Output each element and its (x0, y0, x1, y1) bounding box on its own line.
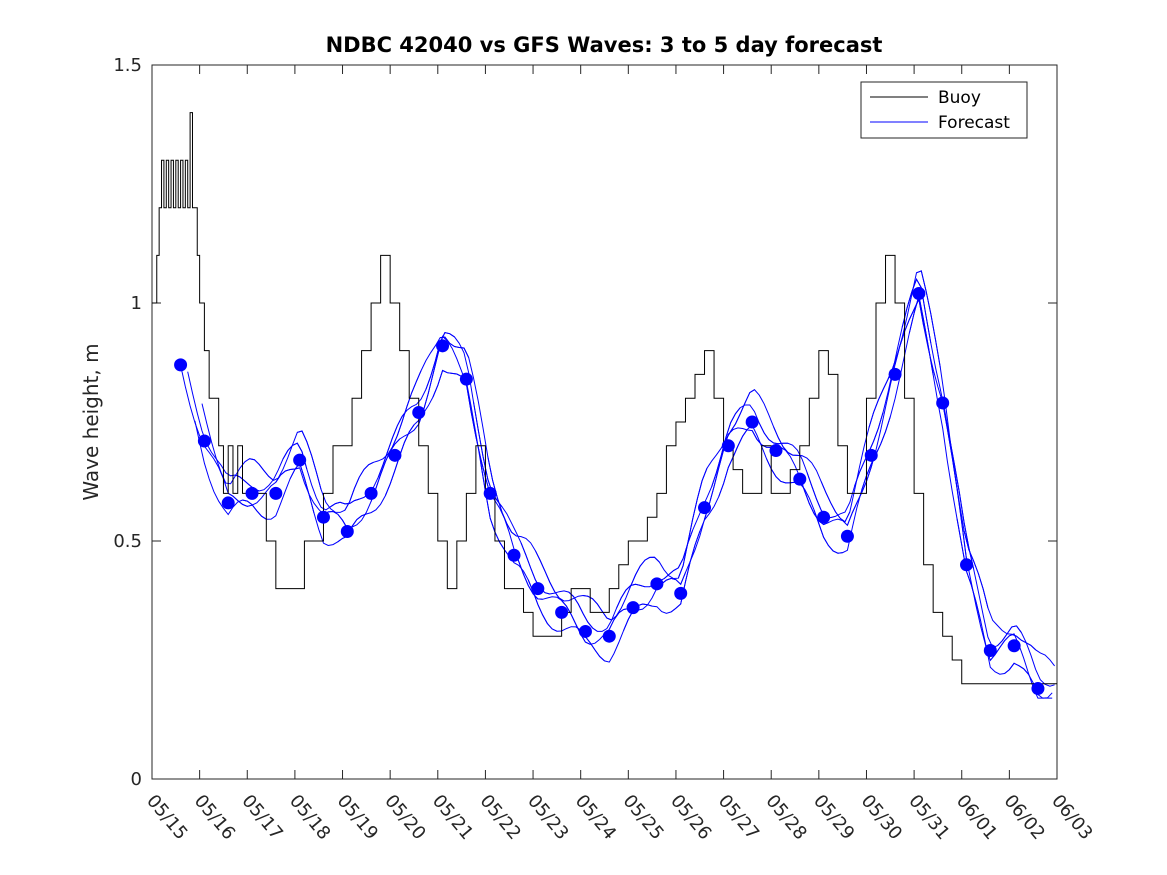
x-tick-labels: 05/1505/1605/1705/1805/1905/2005/2105/22… (142, 791, 1096, 844)
forecast-marker (174, 358, 188, 372)
forecast-marker (888, 367, 902, 381)
forecast-marker (483, 486, 497, 500)
forecast-marker (221, 496, 235, 510)
forecast-marker (626, 601, 640, 615)
forecast-marker (197, 434, 211, 448)
forecast-lines (180, 270, 1055, 699)
forecast-marker (531, 582, 545, 596)
forecast-marker (1031, 682, 1045, 696)
forecast-marker (650, 577, 664, 591)
forecast-marker (269, 486, 283, 500)
forecast-run-line (1004, 662, 1053, 699)
forecast-marker (721, 439, 735, 453)
x-tick-label: 05/29 (809, 791, 858, 844)
legend-buoy-label: Buoy (938, 88, 981, 108)
forecast-marker (412, 405, 426, 419)
x-tick-label: 05/30 (857, 791, 906, 844)
forecast-marker (245, 486, 259, 500)
y-tick-label: 0.5 (113, 531, 142, 552)
x-tick-label: 05/24 (571, 791, 620, 844)
forecast-markers (174, 286, 1045, 696)
forecast-marker (936, 396, 950, 410)
forecast-marker (769, 444, 783, 458)
forecast-marker (983, 643, 997, 657)
x-tick-label: 06/03 (1047, 791, 1096, 844)
chart-title: NDBC 42040 vs GFS Waves: 3 to 5 day fore… (326, 33, 883, 57)
forecast-marker (745, 415, 759, 429)
forecast-marker (340, 524, 354, 538)
forecast-marker (864, 448, 878, 462)
y-tick-label: 1.5 (113, 55, 142, 76)
forecast-marker (316, 510, 330, 524)
forecast-marker (388, 448, 402, 462)
y-axis-label: Wave height, m (79, 343, 103, 500)
legend: Buoy Forecast (860, 81, 1028, 139)
x-tick-label: 05/26 (666, 791, 715, 844)
x-tick-label: 05/25 (618, 791, 667, 844)
y-tick-label: 1 (131, 293, 142, 314)
x-tick-label: 05/22 (476, 791, 525, 844)
x-tick-label: 05/19 (333, 791, 382, 844)
axis-ticks (151, 64, 1058, 780)
y-tick-labels: 0 0.5 1 1.5 (113, 55, 142, 790)
forecast-marker (578, 624, 592, 638)
forecast-run-line (1011, 633, 1055, 667)
x-tick-label: 05/28 (761, 791, 810, 844)
x-tick-label: 05/31 (904, 791, 953, 844)
legend-forecast-label: Forecast (938, 113, 1010, 133)
x-tick-label: 05/17 (237, 791, 286, 844)
y-tick-label: 0 (131, 769, 142, 790)
x-tick-label: 05/18 (285, 791, 334, 844)
x-tick-label: 05/27 (714, 791, 763, 844)
x-tick-label: 05/21 (428, 791, 477, 844)
x-tick-label: 05/20 (380, 791, 429, 844)
forecast-marker (555, 605, 569, 619)
forecast-marker (840, 529, 854, 543)
forecast-marker (674, 586, 688, 600)
plot-area (151, 64, 1058, 780)
x-tick-label: 05/16 (190, 791, 239, 844)
legend-box (860, 81, 1028, 139)
x-tick-label: 06/02 (1000, 791, 1049, 844)
x-tick-label: 05/15 (142, 791, 191, 844)
forecast-marker (912, 286, 926, 300)
forecast-marker (459, 372, 473, 386)
forecast-marker (1007, 639, 1021, 653)
forecast-marker (960, 558, 973, 572)
forecast-marker (293, 453, 307, 467)
forecast-marker (817, 510, 831, 524)
forecast-marker (364, 486, 378, 500)
forecast-marker (507, 548, 521, 562)
forecast-marker (698, 501, 712, 515)
forecast-marker (602, 629, 616, 643)
x-tick-label: 05/23 (523, 791, 572, 844)
forecast-marker (436, 339, 450, 353)
x-tick-label: 06/01 (952, 791, 1001, 844)
forecast-marker (793, 472, 807, 486)
